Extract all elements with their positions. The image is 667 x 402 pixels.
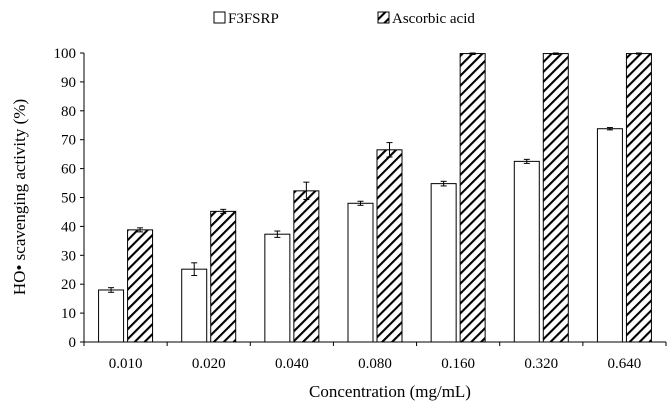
bar-ascorbic-acid xyxy=(376,149,403,343)
legend-label-ascorbic-acid: Ascorbic acid xyxy=(392,11,475,27)
bar-f3fsrp xyxy=(513,160,540,343)
bar-f3fsrp xyxy=(98,289,125,343)
legend-label-f3fsrp: F3FSRP xyxy=(228,11,279,27)
y-tick-label: 80 xyxy=(61,104,76,120)
y-tick-label: 100 xyxy=(54,46,77,62)
y-axis-title: HO• scavenging activity (%) xyxy=(10,99,29,295)
legend-swatch-ascorbic-acid xyxy=(377,11,390,24)
x-tick-label: 0.080 xyxy=(358,356,392,372)
bars xyxy=(98,53,652,343)
bar-f3fsrp xyxy=(181,268,208,343)
x-tick-label: 0.020 xyxy=(192,356,226,372)
x-axis-ticks: 0.010 0.020 0.040 0.080 0.160 0.320 0.640 xyxy=(83,342,667,372)
bar-f3fsrp xyxy=(596,128,623,343)
legend-swatch-f3fsrp xyxy=(213,11,226,24)
y-tick-label: 20 xyxy=(61,277,76,293)
y-tick-label: 50 xyxy=(61,191,76,207)
y-tick-label: 30 xyxy=(61,248,76,264)
bar-f3fsrp xyxy=(264,233,291,343)
y-tick-label: 10 xyxy=(61,306,76,322)
bar-ascorbic-acid xyxy=(293,190,320,343)
bar-ascorbic-acid xyxy=(625,53,652,343)
x-axis-title: Concentration (mg/mL) xyxy=(309,382,471,401)
legend: F3FSRP Ascorbic acid xyxy=(213,11,475,27)
y-tick-label: 60 xyxy=(61,162,76,178)
x-tick-label: 0.010 xyxy=(109,356,143,372)
x-tick-label: 0.320 xyxy=(524,356,558,372)
bar-ascorbic-acid xyxy=(459,53,486,343)
y-tick-label: 70 xyxy=(61,133,76,149)
y-tick-label: 0 xyxy=(69,335,77,351)
bar-f3fsrp xyxy=(347,202,374,343)
bar-ascorbic-acid xyxy=(127,229,154,343)
bar-ascorbic-acid xyxy=(542,53,569,343)
x-tick-label: 0.160 xyxy=(441,356,475,372)
y-tick-label: 90 xyxy=(61,75,76,91)
bar-ascorbic-acid xyxy=(210,210,237,343)
bar-f3fsrp xyxy=(430,183,457,343)
x-tick-label: 0.640 xyxy=(608,356,642,372)
error-bars xyxy=(108,52,642,293)
x-tick-label: 0.040 xyxy=(275,356,309,372)
y-tick-label: 40 xyxy=(61,219,76,235)
y-axis-ticks: 0 10 20 30 40 50 60 70 80 90 100 xyxy=(54,46,84,351)
